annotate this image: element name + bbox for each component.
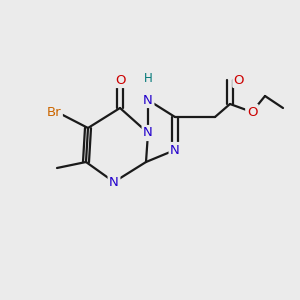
Text: O: O — [115, 74, 125, 86]
Text: O: O — [247, 106, 257, 118]
Text: N: N — [170, 143, 180, 157]
Text: Br: Br — [47, 106, 61, 118]
Text: N: N — [143, 127, 153, 140]
Text: O: O — [234, 74, 244, 86]
Text: N: N — [109, 176, 119, 188]
Text: N: N — [143, 94, 153, 106]
Text: H: H — [144, 71, 152, 85]
